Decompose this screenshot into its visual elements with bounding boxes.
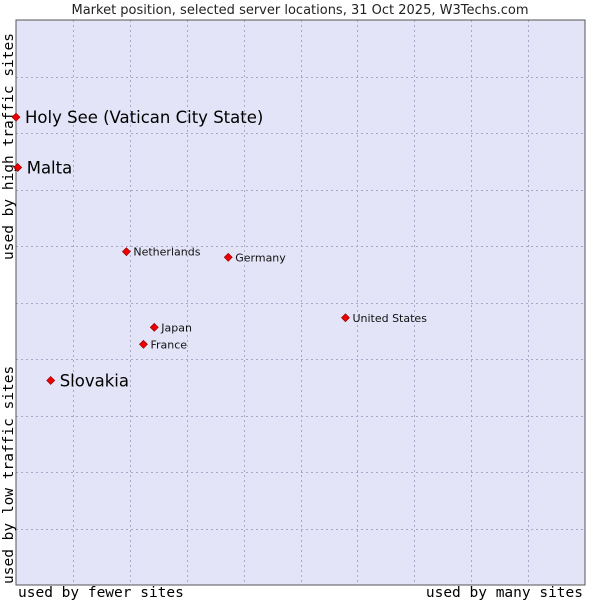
y-axis-label-low: used by low traffic sites [1,366,17,584]
point-marker-united-states [341,313,350,323]
point-marker-holy-see-vatican-city-state [11,112,21,122]
plot-area [16,20,585,585]
grid-lines [16,20,585,585]
point-label-germany: Germany [235,251,286,264]
point-label-france: France [150,338,187,351]
point-label-netherlands: Netherlands [133,246,200,259]
point-marker-netherlands [121,247,131,257]
plot-border [15,19,586,586]
point-label-holy-see-vatican-city-state: Holy See (Vatican City State) [25,108,263,127]
point-label-united-states: United States [352,312,427,325]
point-marker-japan [149,322,159,332]
point-label-japan: Japan [160,321,192,334]
point-label-malta: Malta [27,158,73,177]
y-axis-label-high: used by high traffic sites [1,33,17,260]
point-label-slovakia: Slovakia [60,371,129,390]
x-axis-label-left: used by fewer sites [18,585,184,600]
point-marker-malta [13,163,23,172]
point-marker-germany [223,252,233,262]
x-axis-label-right: used by many sites [426,585,583,600]
data-points: Holy See (Vatican City State) Malta Nether… [11,108,427,390]
point-marker-slovakia [46,376,56,385]
point-marker-france [139,339,148,349]
chart-title: Market position, selected server locatio… [71,3,528,18]
